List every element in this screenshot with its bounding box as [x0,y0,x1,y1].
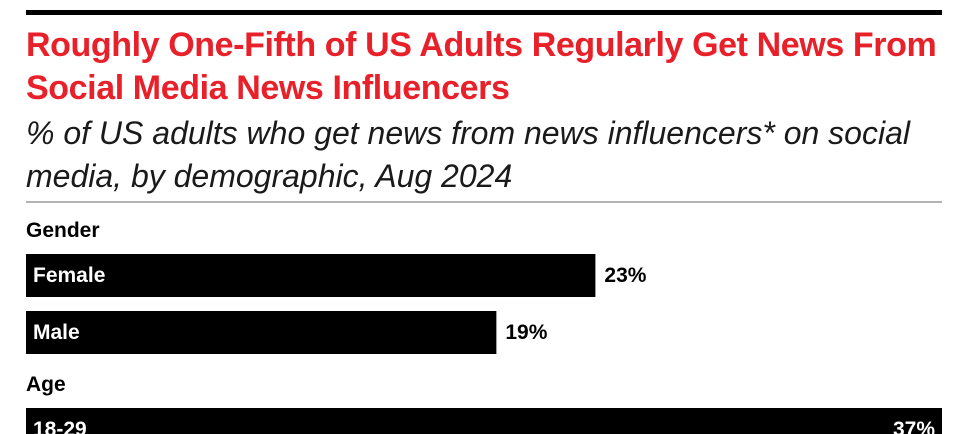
value-label: 23% [604,264,646,287]
bar [26,408,942,434]
bar-label: Female [33,264,105,287]
value-label: 19% [505,321,547,344]
bar-label: 18-29 [33,418,87,434]
value-label: 37% [893,418,935,434]
group-label: Gender [26,219,100,242]
bar [26,311,497,354]
group-label: Age [26,373,66,396]
chart-title: Roughly One-Fifth of US Adults Regularly… [26,26,937,107]
bar-label: Male [33,321,80,344]
bar [26,254,596,297]
subtitle-rule [26,201,942,203]
chart-subtitle: % of US adults who get news from news in… [26,115,910,194]
top-rule [26,10,942,15]
